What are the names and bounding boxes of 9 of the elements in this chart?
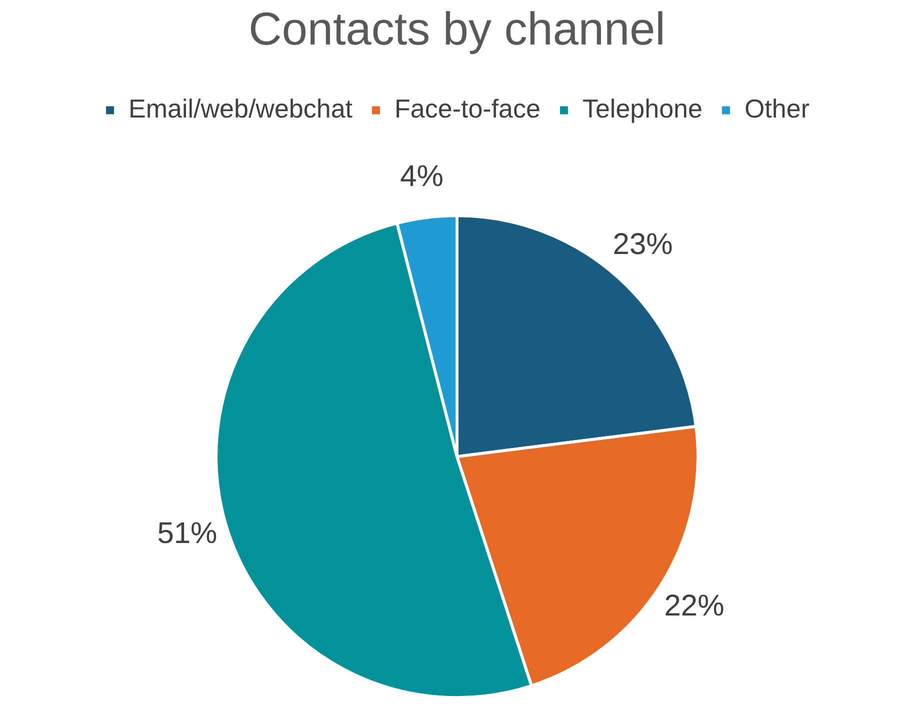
chart-title: Contacts by channel	[248, 2, 666, 54]
legend-label: Face-to-face	[394, 93, 540, 124]
legend-label: Other	[744, 93, 810, 124]
legend-label: Email/web/webchat	[128, 93, 354, 124]
data-label: 22%	[664, 589, 724, 622]
data-label: 23%	[612, 228, 673, 262]
legend-label: Telephone	[582, 93, 702, 124]
data-label: 51%	[157, 517, 218, 550]
data-label: 4%	[400, 160, 444, 194]
